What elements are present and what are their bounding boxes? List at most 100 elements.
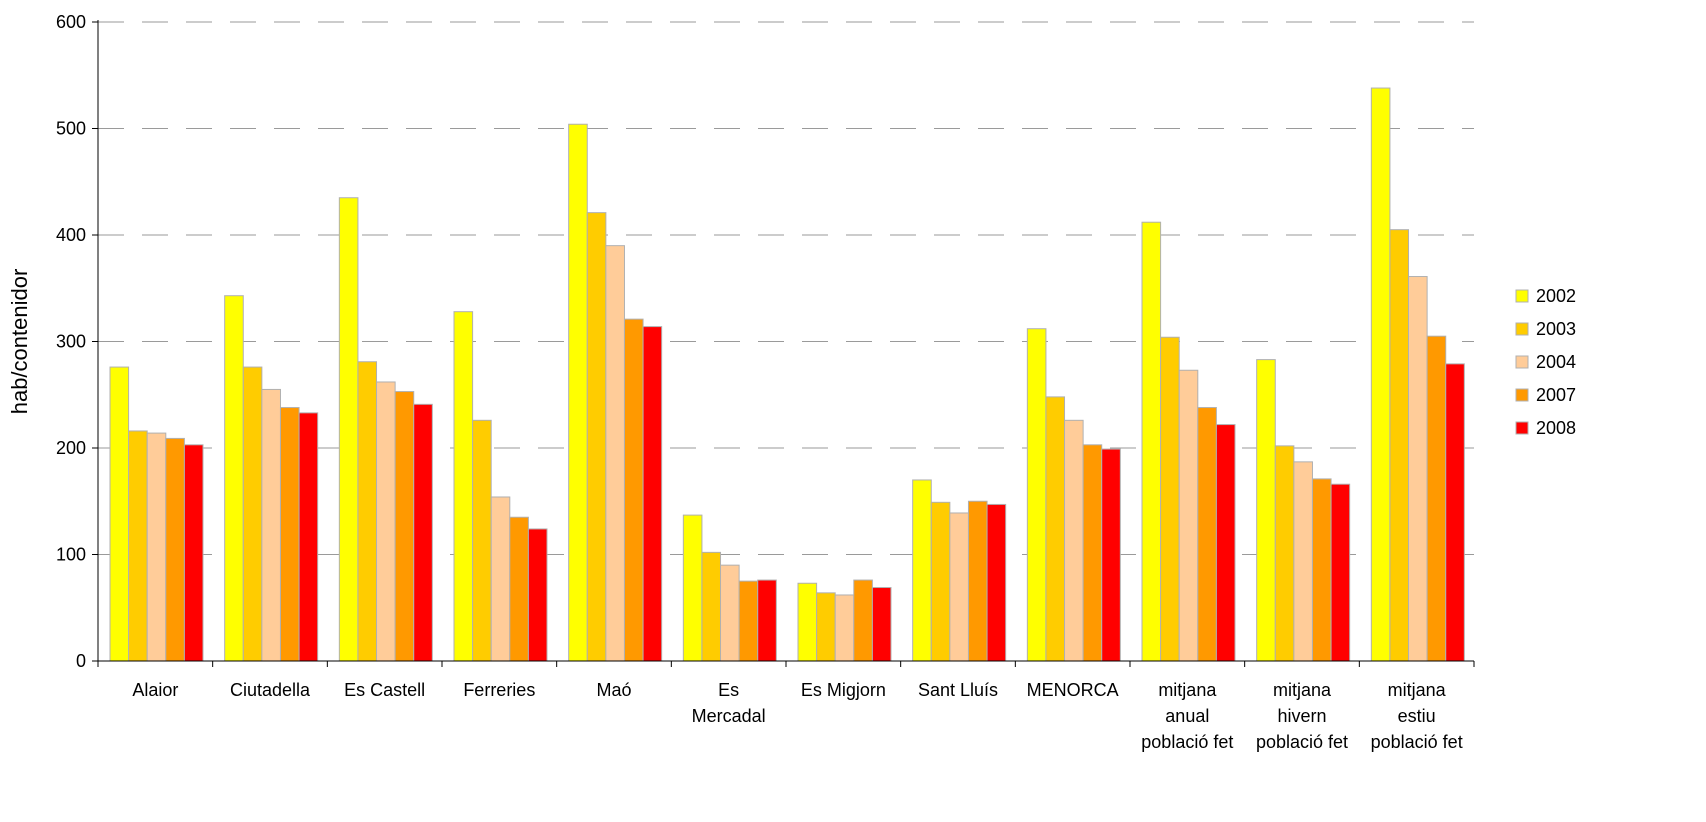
legend-label-2008: 2008 [1536, 418, 1576, 438]
legend-label-2004: 2004 [1536, 352, 1576, 372]
bar-2008-11 [1445, 363, 1465, 662]
bar-2004-3 [490, 496, 511, 662]
bar-2004-9 [1178, 369, 1199, 662]
bar-2007-4 [623, 318, 644, 662]
bar-2003-11 [1389, 229, 1410, 662]
bar-2003-5 [701, 551, 722, 662]
x-category-label: Sant Lluís [918, 680, 998, 700]
legend-label-2007: 2007 [1536, 385, 1576, 405]
y-tick-label: 100 [56, 545, 86, 565]
bar-2004-7 [949, 512, 969, 662]
x-category-label: Mercadal [692, 706, 766, 726]
legend-swatch-2008 [1515, 421, 1529, 435]
legend-swatch-2004 [1515, 355, 1529, 369]
bar-2008-7 [986, 503, 1007, 662]
y-axis-title: hab/contenidor [7, 269, 32, 415]
bar-2004-10 [1293, 461, 1313, 662]
legend: 2002 2003 2004 2007 2008 [1515, 286, 1576, 438]
x-category-label: Alaior [132, 680, 178, 700]
bar-2002-7 [912, 479, 932, 662]
bar-2003-6 [816, 592, 836, 662]
bar-2007-9 [1197, 407, 1217, 662]
bar-2007-10 [1311, 478, 1332, 662]
bar-2002-8 [1026, 328, 1047, 662]
bar-2003-4 [586, 212, 607, 662]
bar-2003-7 [930, 501, 951, 662]
x-category-label: mitjana [1158, 680, 1217, 700]
x-category-label: Ciutadella [230, 680, 311, 700]
y-tick-label: 600 [56, 12, 86, 32]
bar-2002-6 [797, 582, 818, 662]
bar-2004-6 [834, 594, 855, 662]
bar-2002-1 [224, 295, 244, 662]
labels: 0 100 200 300 400 500 600 Alaior Ciutadella Es Ca… [7, 12, 1463, 752]
x-category-label: població fet [1256, 732, 1348, 752]
x-category-label: població fet [1141, 732, 1233, 752]
y-tick-label: 500 [56, 119, 86, 139]
bar-2003-1 [242, 366, 263, 662]
x-category-label: Es Castell [344, 680, 425, 700]
bar-2008-0 [183, 444, 204, 662]
bar-2003-10 [1274, 445, 1295, 662]
legend-label-2002: 2002 [1536, 286, 1576, 306]
x-category-label: Ferreries [463, 680, 535, 700]
x-category-label: hivern [1277, 706, 1326, 726]
bar-2002-5 [682, 514, 703, 662]
bar-2004-0 [146, 432, 167, 662]
legend-label-2003: 2003 [1536, 319, 1576, 339]
bar-2003-0 [128, 430, 148, 662]
bar-2008-9 [1215, 424, 1236, 662]
x-category-label: Maó [596, 680, 631, 700]
legend-swatch-2007 [1515, 388, 1529, 402]
legend-swatch-2002 [1515, 289, 1529, 303]
bar-2007-7 [967, 500, 988, 662]
x-category-label: Es Migjorn [801, 680, 886, 700]
bar-2007-5 [738, 580, 759, 662]
y-tick-label: 400 [56, 225, 86, 245]
bars [109, 87, 1465, 662]
axes [92, 20, 1475, 667]
bar-2007-11 [1426, 335, 1447, 662]
bar-2002-2 [338, 197, 359, 662]
bar-2002-9 [1141, 221, 1162, 662]
bar-2004-1 [261, 388, 281, 662]
bar-2008-2 [413, 403, 433, 662]
bar-2007-6 [853, 579, 873, 662]
bar-2004-5 [720, 564, 740, 662]
x-category-label: població fet [1371, 732, 1463, 752]
bar-2003-3 [472, 419, 492, 662]
bar-2007-1 [279, 407, 300, 662]
x-category-label: Es [718, 680, 739, 700]
bar-2008-1 [298, 412, 319, 662]
bar-2002-11 [1370, 87, 1391, 662]
bar-2002-4 [568, 123, 588, 662]
bar-2004-8 [1064, 419, 1084, 662]
x-category-label: mitjana [1388, 680, 1447, 700]
bar-2007-0 [165, 437, 185, 662]
bar-2002-10 [1256, 359, 1276, 662]
bar-2008-10 [1330, 483, 1351, 662]
bar-2002-0 [109, 366, 130, 662]
bar-2008-3 [527, 528, 548, 662]
bar-2008-8 [1101, 448, 1121, 662]
bar-2003-8 [1045, 396, 1066, 662]
bar-2007-2 [394, 391, 415, 662]
x-category-label: anual [1165, 706, 1209, 726]
gridlines [98, 21, 1474, 555]
bar-2007-8 [1082, 444, 1103, 662]
legend-swatch-2003 [1515, 322, 1529, 336]
bar-2004-4 [605, 245, 625, 662]
bar-2003-9 [1160, 336, 1180, 662]
bar-2008-6 [871, 587, 892, 662]
bar-2004-2 [376, 381, 396, 662]
y-tick-label: 300 [56, 332, 86, 352]
bar-2002-3 [453, 311, 474, 662]
x-category-label: mitjana [1273, 680, 1332, 700]
bar-2003-2 [357, 361, 378, 662]
bar-2008-5 [757, 579, 777, 662]
y-tick-label: 200 [56, 438, 86, 458]
x-category-label: estiu [1398, 706, 1436, 726]
bar-2004-11 [1408, 276, 1428, 662]
